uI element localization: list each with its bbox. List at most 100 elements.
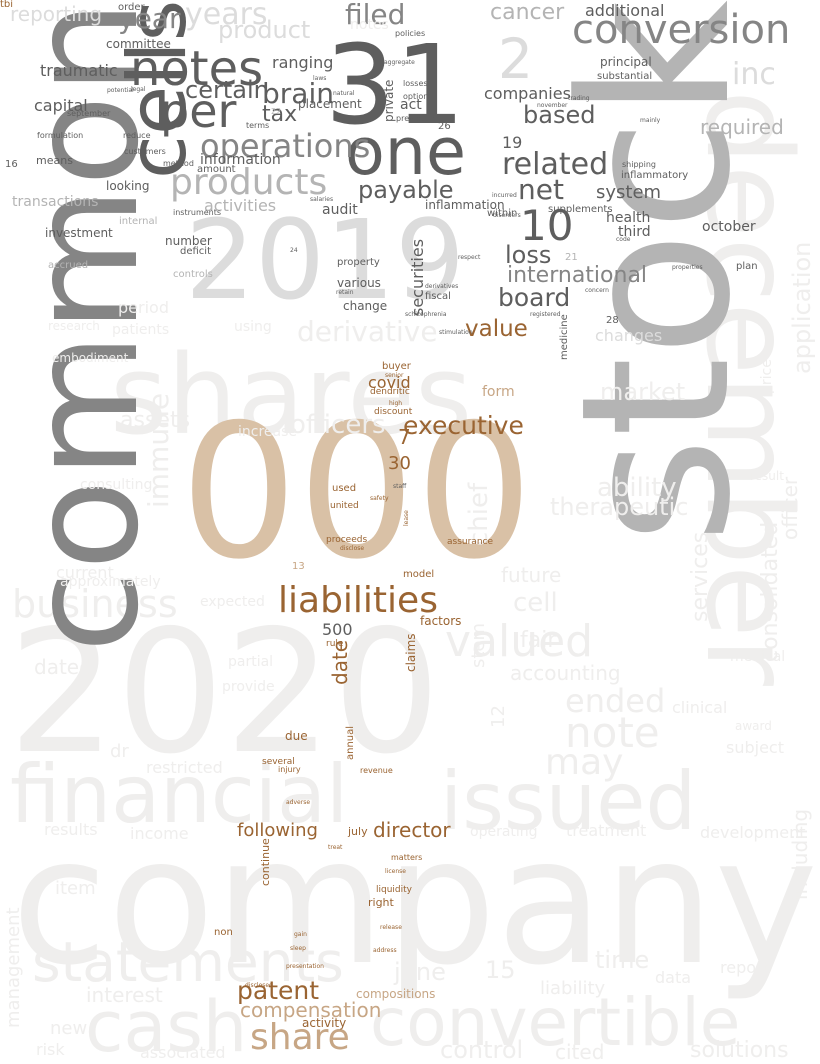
word: address bbox=[373, 947, 397, 954]
word: placement bbox=[298, 97, 362, 111]
word: financial bbox=[10, 748, 349, 841]
word: activities bbox=[204, 196, 277, 215]
word: reduce bbox=[123, 131, 151, 140]
word: loss bbox=[505, 241, 552, 269]
word: 19 bbox=[502, 133, 523, 152]
word: factors bbox=[420, 614, 462, 628]
word: reporting bbox=[10, 2, 103, 26]
word: accrued bbox=[48, 260, 89, 271]
word: ended bbox=[565, 682, 666, 720]
word: may bbox=[545, 742, 624, 783]
word: plan bbox=[736, 261, 758, 272]
word: 13 bbox=[292, 561, 305, 572]
word: fiscal bbox=[425, 291, 451, 302]
word: instruments bbox=[173, 208, 222, 217]
word: fair bbox=[520, 628, 557, 653]
word: legal bbox=[131, 86, 146, 93]
word: notes bbox=[350, 17, 389, 33]
word: policies bbox=[395, 29, 426, 38]
word: used bbox=[332, 483, 357, 494]
word: treat bbox=[328, 844, 343, 851]
word: brain bbox=[262, 77, 334, 110]
word: inc bbox=[732, 57, 776, 92]
word: principal bbox=[600, 55, 652, 69]
word: compositions bbox=[356, 987, 436, 1001]
word: stem bbox=[468, 622, 489, 668]
word: application bbox=[788, 241, 816, 374]
word: 500 bbox=[322, 620, 353, 639]
word: claims bbox=[404, 633, 418, 672]
word: 2020 bbox=[8, 594, 441, 792]
word: customers bbox=[124, 147, 166, 156]
word: related bbox=[502, 147, 609, 182]
word: based bbox=[523, 101, 596, 129]
word: capital bbox=[34, 96, 88, 115]
word: adverse bbox=[286, 799, 311, 806]
word: controls bbox=[173, 269, 213, 280]
word: executive bbox=[403, 411, 524, 440]
word: international bbox=[507, 263, 648, 288]
word: mainly bbox=[640, 117, 661, 124]
word: therapeutic bbox=[550, 493, 689, 521]
word: act bbox=[400, 97, 422, 113]
word: terms bbox=[246, 121, 270, 130]
word: incurred bbox=[492, 192, 517, 199]
word: 16 bbox=[5, 159, 18, 170]
word: shares bbox=[110, 331, 473, 459]
word: 22 bbox=[271, 107, 282, 116]
word: committee bbox=[106, 37, 171, 51]
word: officer bbox=[778, 476, 802, 540]
word: director bbox=[373, 818, 451, 842]
word: dendritic bbox=[370, 387, 410, 397]
word: high bbox=[389, 400, 403, 407]
word: new bbox=[50, 1018, 88, 1039]
word: associated bbox=[140, 1043, 226, 1062]
word: revenue bbox=[360, 766, 393, 775]
word: convertible bbox=[370, 984, 741, 1061]
word: salaries bbox=[310, 196, 334, 203]
word: tax bbox=[262, 102, 298, 127]
word: order bbox=[118, 2, 145, 13]
word: cancer bbox=[490, 0, 565, 25]
word: non bbox=[214, 927, 233, 938]
word: issued bbox=[440, 755, 697, 848]
word: compensation bbox=[240, 998, 382, 1022]
word: presentation bbox=[286, 963, 324, 970]
word: medical bbox=[730, 649, 786, 665]
word: july bbox=[348, 825, 368, 838]
word: accounting bbox=[510, 661, 621, 685]
word: october bbox=[702, 219, 756, 235]
word: information bbox=[200, 152, 281, 168]
word: item bbox=[55, 878, 96, 899]
word: partial bbox=[228, 654, 274, 670]
word: net bbox=[518, 173, 564, 206]
word: 10 bbox=[520, 201, 574, 250]
word: substantial bbox=[597, 71, 653, 82]
word: option bbox=[403, 92, 429, 101]
word: senior bbox=[385, 372, 404, 379]
word: natural bbox=[333, 90, 355, 97]
word: conversion bbox=[572, 7, 791, 53]
word: derivatives bbox=[425, 283, 459, 290]
word: safety bbox=[370, 495, 389, 502]
word: within bbox=[487, 208, 518, 219]
word: dated bbox=[34, 655, 92, 679]
word: result bbox=[750, 469, 784, 483]
word: results bbox=[44, 820, 98, 839]
word: provide bbox=[222, 679, 275, 695]
word: award bbox=[735, 719, 772, 733]
word: required bbox=[700, 115, 784, 139]
word: research bbox=[48, 319, 100, 333]
word: registered bbox=[530, 311, 561, 318]
word: due bbox=[285, 729, 308, 743]
word: price bbox=[759, 359, 775, 394]
word: 2 bbox=[498, 27, 533, 91]
word: expected bbox=[200, 594, 265, 610]
word: investment bbox=[45, 226, 113, 240]
word: sleep bbox=[290, 945, 306, 952]
word: market bbox=[600, 378, 686, 406]
word: system bbox=[596, 182, 662, 203]
word: discount bbox=[374, 407, 413, 417]
word: liability bbox=[540, 978, 606, 999]
